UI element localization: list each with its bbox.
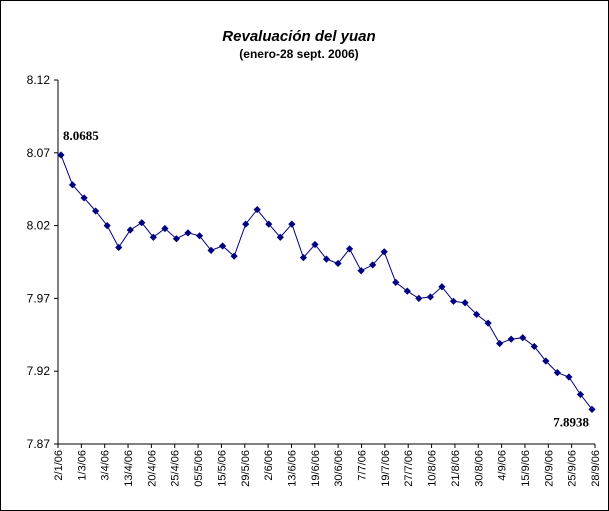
data-point: [276, 233, 284, 241]
x-tick-label: 29/5/06: [240, 450, 252, 487]
data-point: [461, 299, 469, 307]
data-point: [553, 369, 561, 377]
data-point: [530, 342, 538, 351]
data-point: [184, 229, 192, 237]
data-point: [542, 357, 550, 365]
data-label: 7.8938: [553, 414, 589, 429]
data-point: [507, 335, 515, 343]
data-point: [138, 219, 146, 227]
data-point: [369, 261, 377, 269]
data-label: 8.0685: [63, 128, 99, 143]
data-point: [472, 310, 481, 319]
data-point: [103, 222, 111, 230]
x-tick-label: 27/7/06: [403, 450, 415, 487]
data-point: [311, 240, 319, 249]
x-tick-label: 20/4/06: [146, 450, 158, 487]
x-tick-label: 25/4/06: [170, 450, 182, 487]
x-tick-label: 2/1/06: [53, 450, 65, 481]
x-tick-label: 30/8/06: [473, 450, 485, 487]
data-point: [576, 390, 585, 399]
x-tick-label: 2/6/06: [263, 450, 275, 481]
data-point: [172, 235, 181, 243]
x-tick-label: 19/7/06: [380, 450, 392, 487]
data-point: [322, 255, 331, 263]
data-point: [380, 248, 388, 256]
data-point: [438, 283, 446, 291]
y-tick-label: 8.12: [27, 73, 51, 87]
series-markers: [57, 151, 596, 413]
x-tick-label: 3/4/06: [100, 450, 112, 481]
y-axis-ticks: 8.12 8.07 8.02 7.97 7.92 7.87: [27, 73, 58, 451]
x-tick-label: 13/6/06: [286, 450, 298, 487]
data-point: [92, 207, 100, 215]
x-tick-label: 1/3/06: [76, 450, 88, 481]
data-point: [207, 246, 215, 254]
data-point: [357, 267, 365, 275]
x-axis-ticks: 2/1/06 1/3/06 3/4/06 13/4/06 20/4/06 25/4/06 0…: [53, 444, 602, 487]
data-point: [415, 294, 423, 302]
data-point: [588, 405, 596, 413]
data-point: [392, 278, 400, 286]
y-tick-label: 8.07: [27, 146, 51, 160]
x-tick-label: 19/6/06: [310, 450, 322, 487]
data-point: [288, 220, 296, 228]
data-point: [345, 245, 354, 253]
y-tick-label: 7.92: [27, 364, 51, 378]
data-point: [253, 205, 261, 214]
y-tick-label: 7.97: [27, 291, 51, 305]
data-point: [403, 287, 411, 295]
data-point: [265, 220, 273, 228]
data-point: [149, 233, 157, 241]
data-point: [126, 226, 134, 234]
x-tick-label: 05/5/06: [193, 450, 205, 487]
y-tick-label: 7.87: [27, 437, 51, 451]
data-point: [299, 254, 308, 262]
x-tick-label: 4/9/06: [497, 450, 509, 481]
x-tick-label: 25/9/06: [567, 450, 579, 487]
x-tick-label: 15/5/06: [216, 450, 228, 487]
data-point: [565, 373, 573, 381]
x-tick-label: 13/4/06: [123, 450, 135, 487]
x-tick-label: 7/7/06: [357, 450, 369, 481]
data-point: [219, 242, 227, 250]
x-tick-label: 20/9/06: [543, 450, 555, 487]
data-point: [496, 339, 504, 348]
x-tick-label: 28/9/06: [590, 450, 602, 487]
chart-subtitle: (enero-28 sept. 2006): [239, 47, 358, 61]
data-point: [334, 259, 342, 268]
x-tick-label: 21/8/06: [450, 450, 462, 487]
series-line: [60, 154, 593, 410]
x-tick-label: 30/6/06: [333, 450, 345, 487]
data-point: [242, 220, 250, 228]
chart-title: Revaluación del yuan: [222, 28, 375, 45]
x-tick-label: 10/8/06: [427, 450, 439, 487]
data-point: [426, 293, 434, 301]
data-point: [484, 319, 492, 327]
data-point: [195, 232, 204, 240]
data-point: [68, 181, 77, 189]
x-tick-label: 15/9/06: [520, 450, 532, 487]
y-tick-label: 8.02: [27, 219, 51, 233]
data-point: [115, 243, 123, 252]
data-point: [161, 224, 169, 233]
data-point: [519, 334, 527, 342]
data-point: [230, 252, 238, 260]
data-point: [57, 151, 65, 159]
data-point: [80, 194, 88, 202]
data-point: [449, 297, 458, 305]
data-labels: 8.0685 7.8938: [63, 128, 590, 429]
